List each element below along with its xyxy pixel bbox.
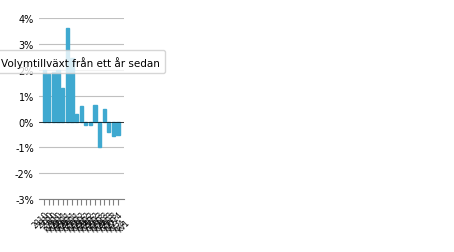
Bar — [103, 109, 106, 122]
Bar — [107, 122, 110, 132]
Bar — [66, 29, 69, 122]
Legend: Volymtillväxt från ett år sedan: Volymtillväxt från ett år sedan — [0, 51, 165, 73]
Bar — [43, 71, 46, 122]
Bar — [75, 115, 78, 122]
Bar — [98, 122, 101, 148]
Bar — [84, 122, 87, 126]
Bar — [112, 122, 115, 136]
Bar — [94, 105, 97, 122]
Bar — [61, 88, 64, 122]
Bar — [47, 74, 50, 122]
Bar — [70, 59, 74, 122]
Bar — [79, 107, 83, 122]
Bar — [56, 71, 59, 122]
Bar — [89, 122, 92, 126]
Bar — [52, 73, 55, 122]
Bar — [117, 122, 120, 135]
